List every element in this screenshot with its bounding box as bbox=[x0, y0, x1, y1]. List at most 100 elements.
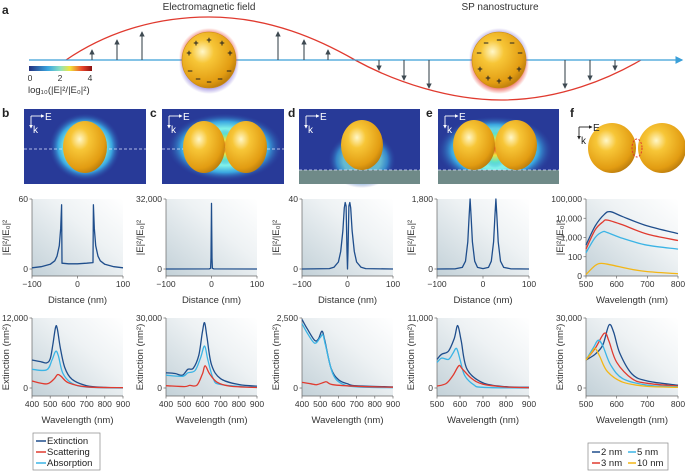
y-axis-title: Extinction (nm²) bbox=[555, 324, 566, 391]
plus-charge: + bbox=[477, 64, 482, 74]
y-tick-label: 0 bbox=[428, 383, 433, 393]
k-label: k bbox=[581, 136, 587, 147]
y-tick-label: 30,000 bbox=[556, 313, 582, 323]
em-field-title: Electromagnetic field bbox=[163, 2, 256, 13]
e-label: E bbox=[320, 112, 327, 123]
chart-b-field: −100 0 100 0 60 Distance (nm) |E|²/|E₀|² bbox=[1, 194, 130, 306]
chart-f-field: 500 600 700 800 0 100 1,000 10,000 100,000 Wavele… bbox=[551, 194, 685, 306]
x-tick-label: 500 bbox=[579, 279, 593, 289]
x-axis-title: Wavelength (nm) bbox=[312, 415, 384, 426]
x-tick-label: 900 bbox=[250, 399, 264, 409]
series-line-field bbox=[436, 198, 530, 270]
x-tick-label: 500 bbox=[313, 399, 327, 409]
series-line-5-nm bbox=[585, 339, 679, 388]
series-line-absorption bbox=[436, 347, 530, 389]
panel-c-field-map: c bbox=[150, 106, 284, 184]
series-line-5-nm bbox=[585, 230, 679, 254]
e-k-direction-icon: Ek bbox=[577, 123, 600, 147]
x-tick-label: 500 bbox=[430, 399, 444, 409]
y-axis-title: Extinction (nm²) bbox=[1, 324, 12, 391]
field-vector-arrows bbox=[89, 31, 618, 89]
y-tick-label: 60 bbox=[19, 194, 29, 204]
x-tick-label: 700 bbox=[80, 399, 94, 409]
minus-charge: − bbox=[483, 38, 488, 48]
gold-nanosphere bbox=[495, 120, 537, 170]
x-tick-label: 800 bbox=[98, 399, 112, 409]
y-tick-label: 0 bbox=[23, 383, 28, 393]
plot-area bbox=[302, 318, 393, 396]
panel-label-f: f bbox=[570, 106, 575, 120]
plot-area bbox=[437, 199, 529, 276]
k-label: k bbox=[308, 125, 314, 136]
x-tick-label: 800 bbox=[368, 399, 382, 409]
em-wave-curve bbox=[65, 16, 642, 101]
x-tick-label: 600 bbox=[195, 399, 209, 409]
x-tick-label: −100 bbox=[156, 279, 175, 289]
series-line-scattering bbox=[165, 365, 258, 389]
y-tick-label: 0 bbox=[428, 264, 433, 274]
x-tick-label: 500 bbox=[43, 399, 57, 409]
x-axis-title: Wavelength (nm) bbox=[176, 415, 248, 426]
y-axis-title: |E|²/|E₀|² bbox=[406, 220, 417, 255]
y-axis-title: Extinction (nm²) bbox=[406, 324, 417, 391]
y-tick-label: 32,000 bbox=[136, 194, 162, 204]
y-axis-title: |E|²/|E₀|² bbox=[555, 220, 566, 255]
k-label: k bbox=[171, 125, 177, 136]
gold-nanosphere bbox=[63, 121, 107, 173]
minus-charge: − bbox=[517, 48, 522, 58]
panel-label-a: a bbox=[2, 3, 9, 17]
y-tick-label: 11,000 bbox=[408, 313, 434, 323]
x-tick-label: −100 bbox=[427, 279, 446, 289]
series-line-3-nm bbox=[585, 332, 679, 387]
e-label: E bbox=[593, 123, 600, 134]
y-tick-label: 100,000 bbox=[551, 194, 582, 204]
panel-f-dimer: f bbox=[570, 106, 685, 173]
x-tick-label: 500 bbox=[177, 399, 191, 409]
e-label: E bbox=[45, 112, 52, 123]
gold-nanosphere bbox=[183, 121, 225, 173]
x-tick-label: 800 bbox=[671, 399, 685, 409]
x-tick-label: 0 bbox=[481, 279, 486, 289]
sp-nanostructure-title: SP nanostructure bbox=[461, 2, 539, 13]
x-tick-label: 0 bbox=[345, 279, 350, 289]
gold-nanosphere bbox=[638, 123, 685, 173]
x-tick-label: 0 bbox=[75, 279, 80, 289]
panel-label-e: e bbox=[426, 106, 433, 120]
chart-b-spectrum: 400 500 600 700 800 900 0 12,000 Wavelength (nm)… bbox=[1, 313, 130, 426]
plus-charge: + bbox=[206, 35, 211, 45]
colorbar: 0 2 4 log₁₀(|E|²/|E₀|²) bbox=[28, 66, 93, 96]
x-axis-title: Wavelength (nm) bbox=[42, 415, 114, 426]
y-axis-title: Extinction (nm²) bbox=[271, 324, 282, 391]
x-tick-label: 600 bbox=[610, 399, 624, 409]
series-line-10-nm bbox=[585, 262, 679, 275]
gold-nanoparticle bbox=[181, 31, 237, 89]
legend-label-extinction: Extinction bbox=[47, 436, 88, 447]
y-tick-label: 0 bbox=[157, 383, 162, 393]
panel-a: a Electromagnetic field SP nanostructure… bbox=[2, 2, 684, 101]
chart-c-field: −100 0 100 0 32,000 Distance (nm) |E|²/|E₀|² bbox=[135, 194, 264, 306]
series-line-field bbox=[301, 201, 394, 270]
minus-charge: − bbox=[195, 74, 200, 84]
x-tick-label: 800 bbox=[671, 279, 685, 289]
plus-charge: + bbox=[485, 73, 490, 83]
legend-label-10nm: 10 nm bbox=[637, 458, 663, 469]
minus-charge: − bbox=[217, 74, 222, 84]
y-tick-label: 0 bbox=[577, 271, 582, 281]
x-tick-label: 100 bbox=[386, 279, 400, 289]
x-tick-label: 900 bbox=[116, 399, 130, 409]
substrate bbox=[299, 170, 420, 184]
minus-charge: − bbox=[187, 66, 192, 76]
e-k-direction-icon: Ek bbox=[167, 112, 190, 136]
panel-label-d: d bbox=[288, 106, 295, 120]
colorbar-tick: 0 bbox=[28, 73, 33, 83]
x-axis-title: Distance (nm) bbox=[182, 295, 241, 306]
legend-label-2nm: 2 nm bbox=[601, 447, 622, 458]
panel-e-field-map: e bbox=[426, 106, 559, 184]
x-tick-label: 400 bbox=[159, 399, 173, 409]
colorbar-gradient bbox=[29, 66, 92, 71]
gold-nanosphere bbox=[225, 121, 267, 173]
x-tick-label: 600 bbox=[61, 399, 75, 409]
series-line-field bbox=[31, 204, 124, 269]
